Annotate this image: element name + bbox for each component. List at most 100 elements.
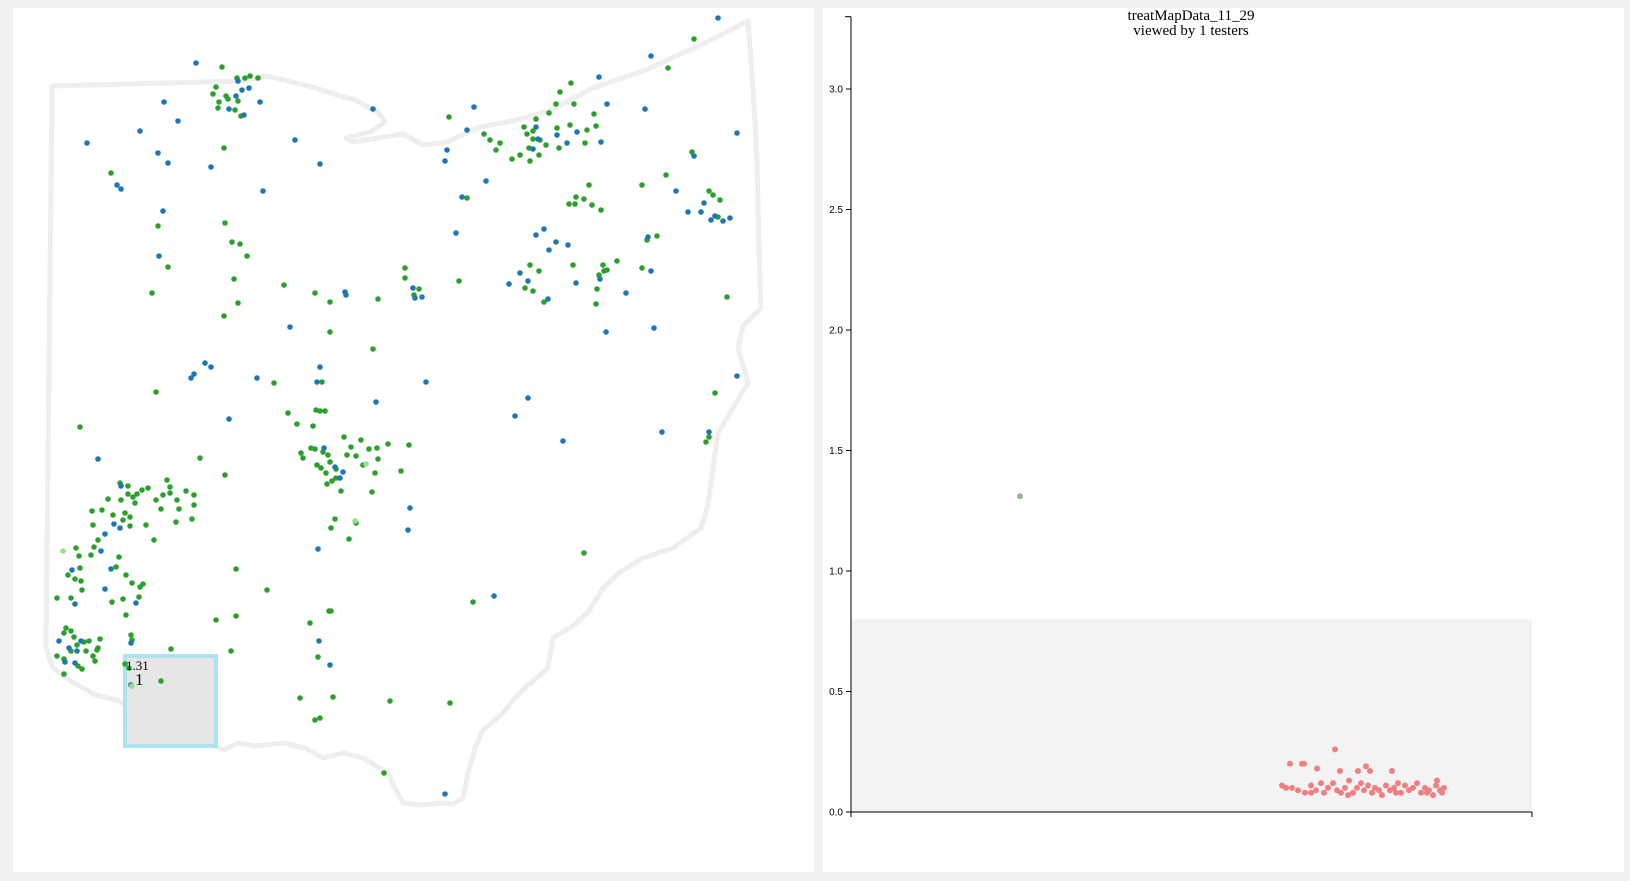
map-point-green[interactable] <box>338 488 344 494</box>
map-point-green[interactable] <box>541 299 547 305</box>
map-point-green[interactable] <box>77 565 83 571</box>
map-point-blue[interactable] <box>565 242 571 248</box>
map-point-green[interactable] <box>536 268 542 274</box>
map-point-green[interactable] <box>366 446 372 452</box>
map-point-green[interactable] <box>126 665 132 671</box>
cluster-point[interactable] <box>1402 782 1408 789</box>
map-point-green[interactable] <box>341 434 347 440</box>
map-point-green[interactable] <box>123 612 129 618</box>
map-point-green[interactable] <box>221 145 227 151</box>
map-point-green[interactable] <box>582 140 588 146</box>
map-point-green[interactable] <box>654 233 660 239</box>
map-point-blue[interactable] <box>117 525 123 531</box>
map-point-green[interactable] <box>324 481 330 487</box>
map-point-blue[interactable] <box>287 324 293 330</box>
map-point-green[interactable] <box>244 253 250 259</box>
map-point-green[interactable] <box>591 111 597 117</box>
map-point-green[interactable] <box>327 329 333 335</box>
cluster-point[interactable] <box>1433 782 1439 789</box>
map-point-blue[interactable] <box>459 194 465 200</box>
map-point-green[interactable] <box>370 346 376 352</box>
map-point-green[interactable] <box>74 642 80 648</box>
map-point-blue[interactable] <box>442 158 448 164</box>
map-point-blue[interactable] <box>623 290 629 296</box>
map-point-green[interactable] <box>88 552 94 558</box>
cluster-point[interactable] <box>1350 789 1356 796</box>
map-point-blue[interactable] <box>491 593 497 599</box>
map-point-green[interactable] <box>191 502 197 508</box>
map-point-blue[interactable] <box>137 128 143 134</box>
cluster-point[interactable] <box>1391 784 1397 791</box>
map-point-blue[interactable] <box>160 208 166 214</box>
map-point-green[interactable] <box>99 507 105 513</box>
map-point-green[interactable] <box>344 452 350 458</box>
map-point-blue[interactable] <box>659 429 665 435</box>
map-point-green[interactable] <box>68 628 74 634</box>
cluster-point[interactable] <box>1410 784 1416 791</box>
map-point-blue[interactable] <box>111 521 117 527</box>
cluster-point[interactable] <box>1283 784 1289 791</box>
map-point-blue[interactable] <box>62 659 68 665</box>
cluster-point[interactable] <box>1345 792 1351 799</box>
map-point-green[interactable] <box>317 715 323 721</box>
map-point-blue[interactable] <box>315 546 321 552</box>
map-point-green[interactable] <box>61 630 67 636</box>
cluster-point[interactable] <box>1398 789 1404 796</box>
map-point-blue[interactable] <box>316 638 322 644</box>
map-point-blue[interactable] <box>239 87 245 93</box>
map-point-blue[interactable] <box>546 247 552 253</box>
map-point-green[interactable] <box>86 638 92 644</box>
map-point-green[interactable] <box>521 124 527 130</box>
map-point-green[interactable] <box>589 202 595 208</box>
map-point-blue[interactable] <box>574 129 580 135</box>
map-point-blue[interactable] <box>102 586 108 592</box>
cluster-point[interactable] <box>1367 768 1373 775</box>
map-point-green[interactable] <box>109 599 115 605</box>
map-point-green[interactable] <box>712 390 718 396</box>
ohio-map[interactable]: 1.31 1 <box>13 8 814 872</box>
map-point-green[interactable] <box>402 275 408 281</box>
map-point-blue[interactable] <box>133 600 139 606</box>
map-point-blue[interactable] <box>517 270 523 276</box>
map-point-green[interactable] <box>553 101 559 107</box>
map-point-blue[interactable] <box>246 85 252 91</box>
map-point-green[interactable] <box>581 196 587 202</box>
map-point-green[interactable] <box>639 182 645 188</box>
cluster-point[interactable] <box>1365 782 1371 789</box>
map-point-blue[interactable] <box>317 364 323 370</box>
map-point-green[interactable] <box>530 136 536 142</box>
map-point-blue[interactable] <box>708 217 714 223</box>
map-point-green[interactable] <box>71 634 77 640</box>
map-point-green[interactable] <box>568 80 574 86</box>
cluster-point[interactable] <box>1302 789 1308 796</box>
map-point-blue[interactable] <box>226 416 232 422</box>
cluster-point[interactable] <box>1418 789 1424 796</box>
map-point-green[interactable] <box>90 522 96 528</box>
map-point-green[interactable] <box>593 123 599 129</box>
map-point-blue[interactable] <box>208 164 214 170</box>
map-point-blue[interactable] <box>128 640 134 646</box>
map-point-green[interactable] <box>65 572 71 578</box>
cluster-point[interactable] <box>1383 782 1389 789</box>
map-point-blue[interactable] <box>554 132 560 138</box>
map-point-blue[interactable] <box>202 360 208 366</box>
map-point-blue[interactable] <box>95 456 101 462</box>
map-point-green[interactable] <box>533 116 539 122</box>
map-point-blue[interactable] <box>553 239 559 245</box>
map-point-blue[interactable] <box>642 106 648 112</box>
map-point-green[interactable] <box>222 220 228 226</box>
map-point-green[interactable] <box>168 646 174 652</box>
map-point-green[interactable] <box>314 462 320 468</box>
cluster-point[interactable] <box>1434 777 1440 784</box>
map-point-green[interactable] <box>530 288 536 294</box>
map-point-light-green[interactable] <box>352 518 358 524</box>
map-point-green[interactable] <box>374 445 380 451</box>
map-point-green[interactable] <box>570 262 576 268</box>
map-point-blue[interactable] <box>233 93 239 99</box>
map-point-green[interactable] <box>710 192 716 198</box>
map-point-green[interactable] <box>165 264 171 270</box>
cluster-point[interactable] <box>1363 763 1369 770</box>
map-point-green[interactable] <box>581 550 587 556</box>
map-point-blue[interactable] <box>191 371 197 377</box>
map-point-blue[interactable] <box>573 280 579 286</box>
